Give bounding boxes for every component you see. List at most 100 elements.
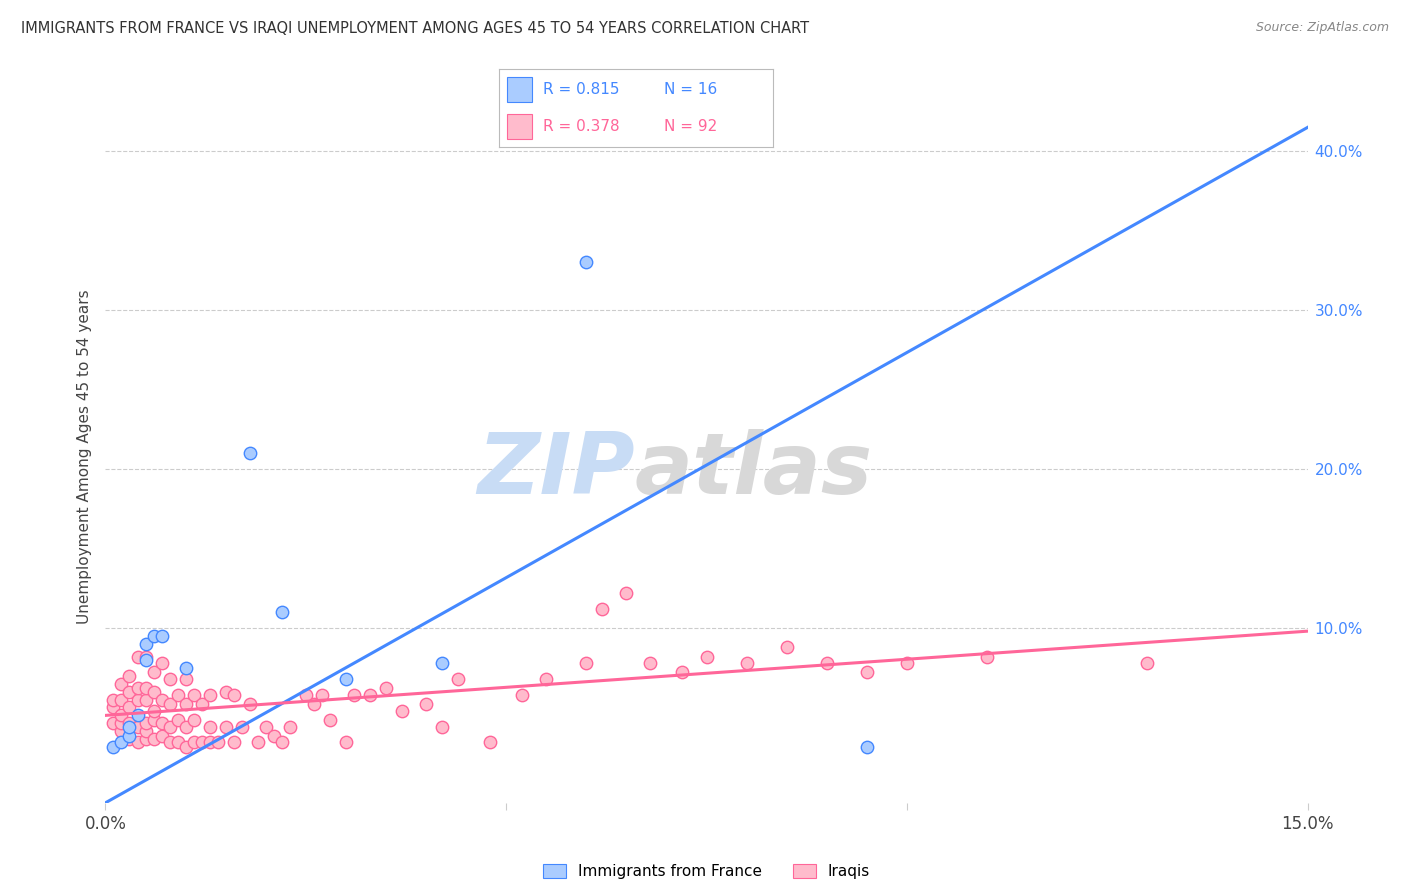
- Point: [166, 735, 188, 749]
- Point: [447, 672, 470, 686]
- Point: [174, 719, 197, 733]
- Point: [142, 665, 165, 680]
- Point: [103, 692, 125, 706]
- Point: [302, 698, 325, 712]
- Point: [127, 692, 149, 706]
- Point: [263, 729, 285, 743]
- Point: [174, 661, 197, 675]
- Point: [174, 672, 197, 686]
- Point: [110, 676, 132, 690]
- Point: [246, 735, 269, 749]
- Point: [510, 688, 533, 702]
- Point: [479, 735, 502, 749]
- Point: [222, 688, 245, 702]
- Point: [166, 688, 188, 702]
- Point: [335, 672, 357, 686]
- Point: [118, 732, 141, 747]
- Point: [150, 729, 173, 743]
- Point: [198, 719, 221, 733]
- Point: [295, 688, 318, 702]
- Point: [214, 719, 236, 733]
- Point: [776, 640, 799, 654]
- Point: [270, 605, 292, 619]
- Point: [110, 692, 132, 706]
- Text: R = 0.815: R = 0.815: [543, 82, 620, 97]
- Point: [575, 656, 598, 670]
- Point: [575, 255, 598, 269]
- Point: [319, 713, 342, 727]
- Point: [616, 586, 638, 600]
- Point: [359, 688, 381, 702]
- Point: [239, 698, 262, 712]
- Text: IMMIGRANTS FROM FRANCE VS IRAQI UNEMPLOYMENT AMONG AGES 45 TO 54 YEARS CORRELATI: IMMIGRANTS FROM FRANCE VS IRAQI UNEMPLOY…: [21, 21, 810, 36]
- Point: [110, 716, 132, 731]
- Text: Source: ZipAtlas.com: Source: ZipAtlas.com: [1256, 21, 1389, 34]
- Point: [335, 735, 357, 749]
- Point: [127, 735, 149, 749]
- Point: [103, 740, 125, 755]
- Point: [135, 724, 157, 739]
- Point: [239, 446, 262, 460]
- Point: [976, 649, 998, 664]
- Point: [118, 716, 141, 731]
- Point: [174, 740, 197, 755]
- Point: [1136, 656, 1159, 670]
- Text: R = 0.378: R = 0.378: [543, 120, 620, 135]
- Point: [110, 735, 132, 749]
- Point: [135, 649, 157, 664]
- Point: [150, 692, 173, 706]
- Point: [534, 672, 557, 686]
- Point: [735, 656, 758, 670]
- Point: [343, 688, 366, 702]
- Point: [231, 719, 253, 733]
- Point: [207, 735, 229, 749]
- FancyBboxPatch shape: [508, 78, 531, 103]
- Point: [150, 656, 173, 670]
- Point: [374, 681, 398, 696]
- Text: atlas: atlas: [634, 429, 873, 513]
- Point: [671, 665, 693, 680]
- Point: [254, 719, 277, 733]
- Point: [159, 719, 181, 733]
- Point: [159, 698, 181, 712]
- Point: [190, 698, 212, 712]
- Point: [135, 681, 157, 696]
- Point: [174, 698, 197, 712]
- Point: [118, 719, 141, 733]
- Point: [127, 708, 149, 723]
- Point: [118, 668, 141, 682]
- Point: [896, 656, 918, 670]
- Point: [118, 684, 141, 698]
- Point: [135, 732, 157, 747]
- Point: [198, 735, 221, 749]
- Point: [270, 735, 292, 749]
- Point: [127, 649, 149, 664]
- Point: [183, 688, 205, 702]
- Point: [311, 688, 333, 702]
- Point: [150, 716, 173, 731]
- Point: [415, 698, 437, 712]
- Point: [110, 708, 132, 723]
- Point: [118, 700, 141, 714]
- Point: [190, 735, 212, 749]
- Point: [198, 688, 221, 702]
- Point: [142, 684, 165, 698]
- Point: [591, 602, 613, 616]
- Point: [103, 700, 125, 714]
- Point: [183, 735, 205, 749]
- Point: [391, 704, 413, 718]
- Point: [855, 740, 877, 755]
- Point: [127, 719, 149, 733]
- Point: [159, 735, 181, 749]
- Point: [183, 713, 205, 727]
- FancyBboxPatch shape: [508, 114, 531, 139]
- Point: [103, 716, 125, 731]
- Point: [142, 629, 165, 643]
- Text: N = 92: N = 92: [664, 120, 717, 135]
- Point: [142, 704, 165, 718]
- Point: [214, 684, 236, 698]
- Point: [430, 719, 453, 733]
- Point: [135, 653, 157, 667]
- Point: [135, 637, 157, 651]
- Point: [142, 713, 165, 727]
